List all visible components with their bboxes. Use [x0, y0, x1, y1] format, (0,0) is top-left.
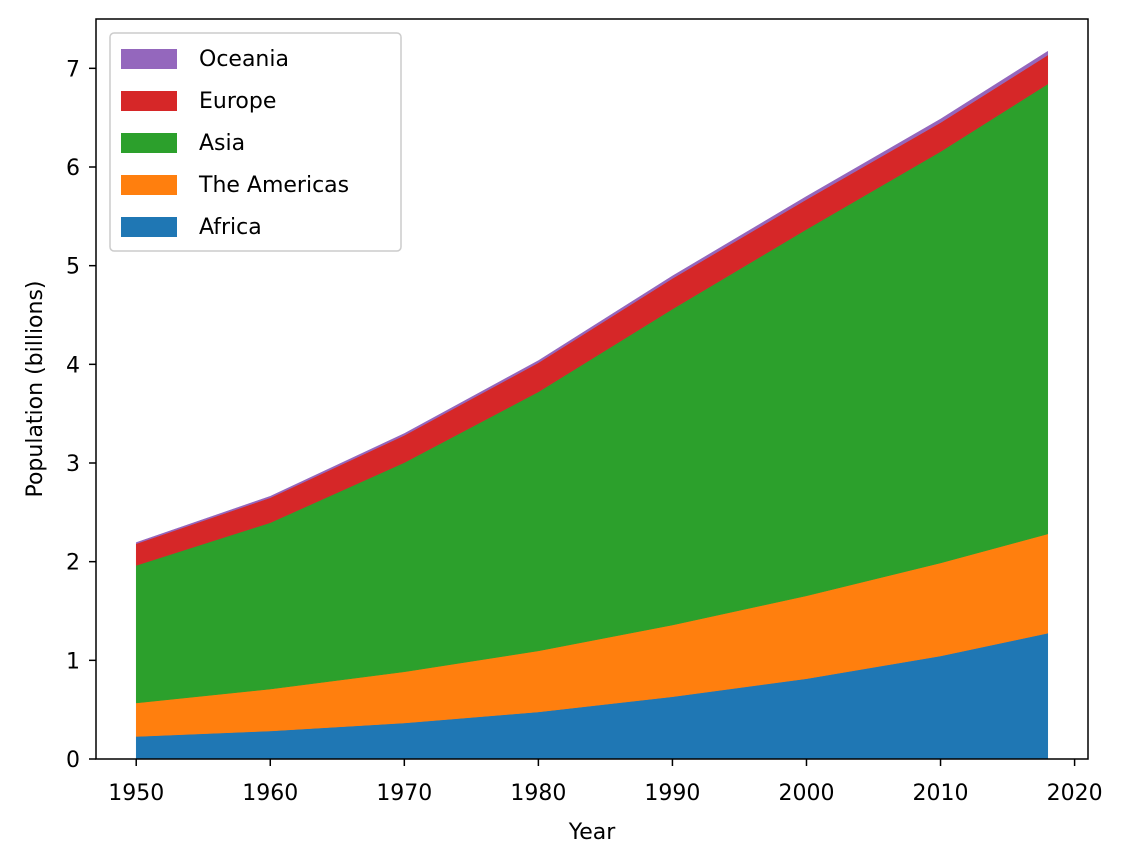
x-tick-label: 2010	[913, 781, 969, 806]
y-tick-label: 7	[66, 57, 80, 82]
x-tick-label: 1980	[510, 781, 566, 806]
x-axis: 1950 1960 1970 1980 1990 2000 2010 2020	[108, 759, 1103, 806]
plot-frame	[95, 18, 1089, 760]
y-tick-label: 1	[66, 649, 80, 674]
y-tick-label: 2	[66, 551, 80, 576]
area-series-group	[135, 50, 1049, 760]
legend-box	[109, 32, 402, 252]
legend-swatch-asia	[121, 133, 177, 153]
y-tick-label: 4	[66, 353, 80, 378]
legend-swatch-oceania	[121, 49, 177, 69]
x-tick-label: 2020	[1047, 781, 1103, 806]
area-oceania	[135, 50, 1049, 545]
y-tick-label: 0	[66, 748, 80, 773]
x-tick-label: 1950	[108, 781, 164, 806]
x-tick-label: 1960	[242, 781, 298, 806]
x-axis-title: Year	[568, 820, 617, 845]
x-tick-label: 2000	[778, 781, 834, 806]
x-tick-label: 1970	[376, 781, 432, 806]
legend-label-asia: Asia	[199, 131, 245, 156]
legend-label-oceania: Oceania	[199, 47, 289, 72]
y-axis-title: Population (billions)	[23, 280, 48, 497]
y-tick-label: 5	[66, 255, 80, 280]
legend-swatch-africa	[121, 217, 177, 237]
legend-label-africa: Africa	[199, 215, 262, 240]
legend: Oceania Europe Asia The Americas Africa	[109, 32, 402, 252]
y-tick-label: 3	[66, 452, 80, 477]
legend-swatch-the-americas	[121, 175, 177, 195]
x-tick-label: 1990	[644, 781, 700, 806]
legend-swatch-europe	[121, 91, 177, 111]
legend-label-europe: Europe	[199, 89, 276, 114]
y-axis: 0 1 2 3 4 5 6 7	[66, 57, 96, 773]
y-tick-label: 6	[66, 156, 80, 181]
legend-label-the-americas: The Americas	[198, 173, 349, 198]
